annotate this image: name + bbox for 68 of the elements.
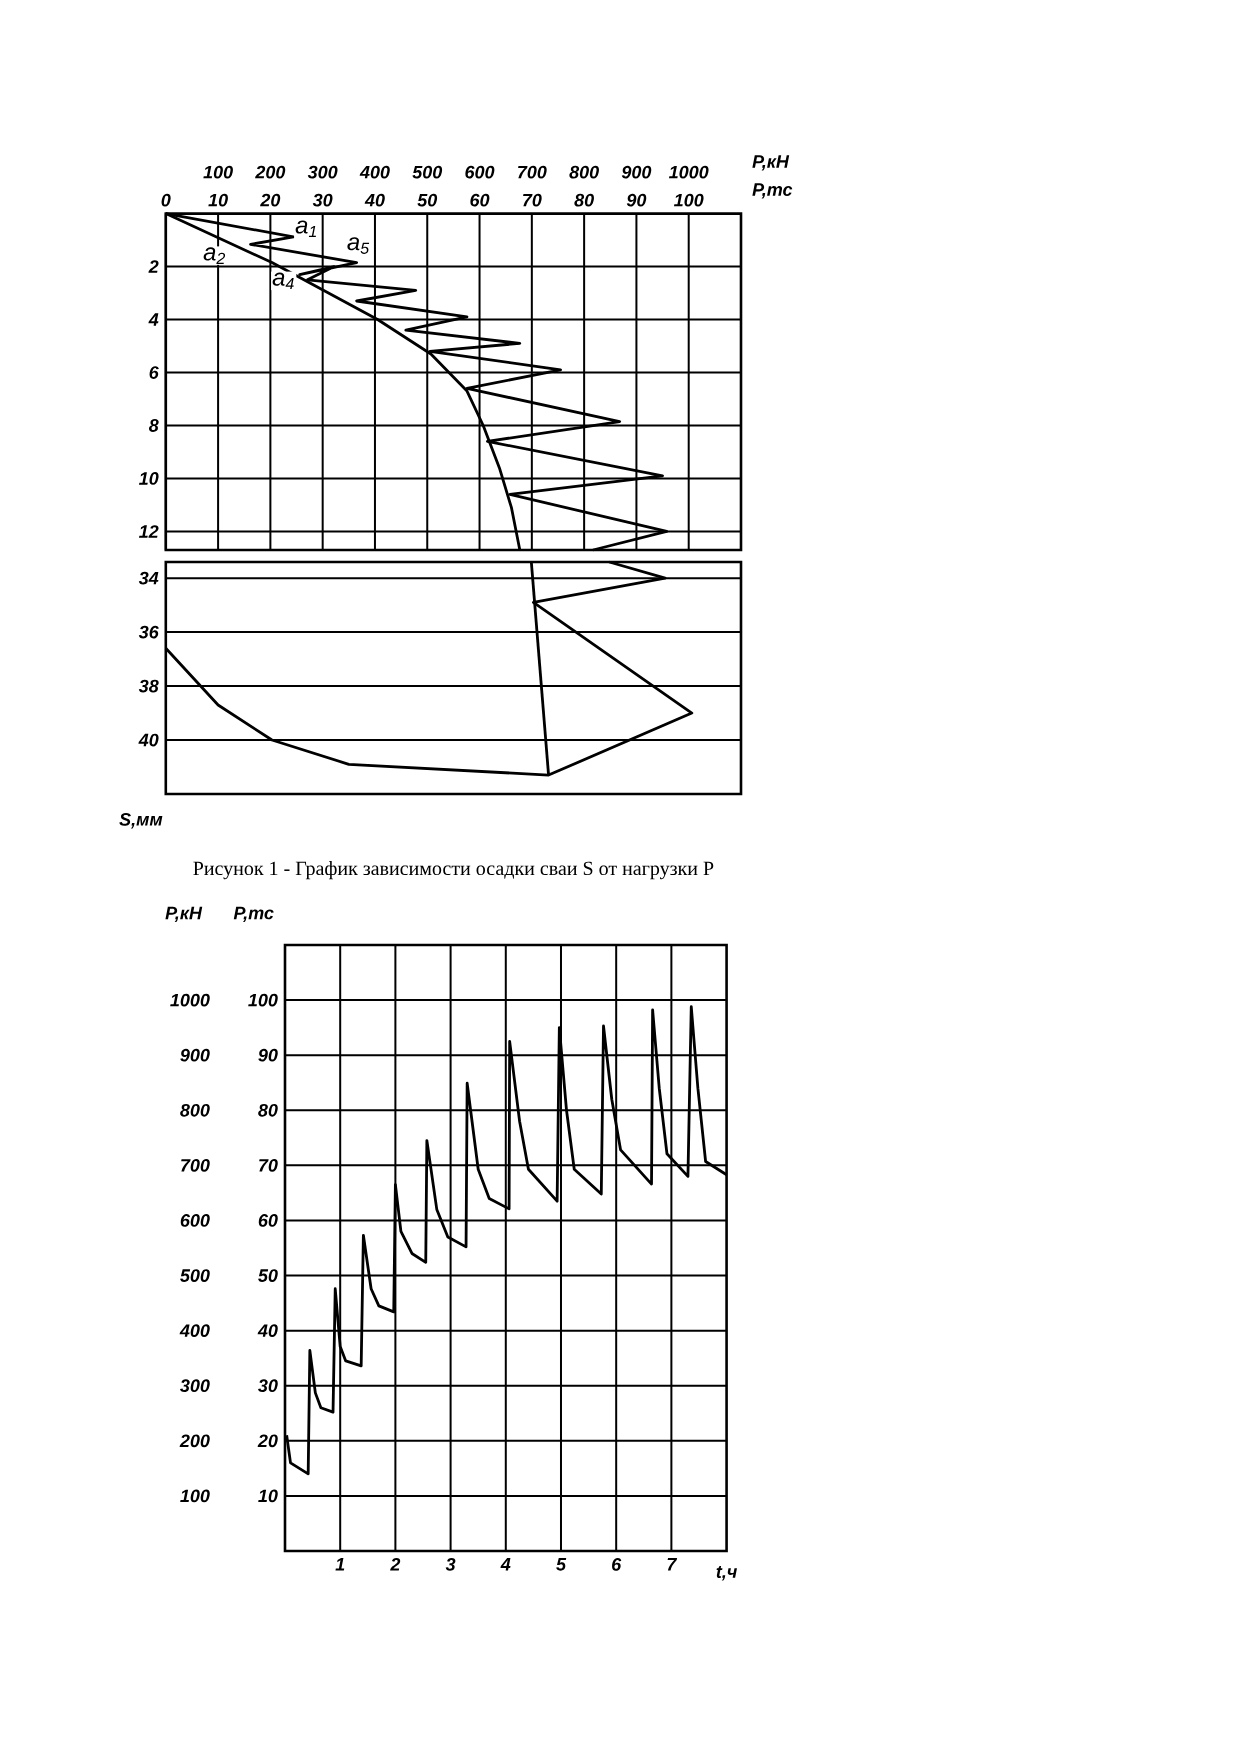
x2-tick-label: 700 xyxy=(518,165,547,179)
y2-tick-label: 300 xyxy=(180,1379,210,1393)
y2-tick-label: 200 xyxy=(179,1434,210,1448)
annotation: a$_{2}$ xyxy=(203,247,226,264)
x2-tick-label: 900 xyxy=(621,165,652,179)
y-tick-label: 2 xyxy=(148,260,159,273)
x2-axis-title: P,кН xyxy=(752,155,790,171)
text: Рисунок 1 - График зависимости осадки сваи S от нагрузки P xyxy=(193,861,714,880)
x-tick-label: 80 xyxy=(574,193,594,207)
x2-tick-label: 200 xyxy=(255,165,286,179)
y2-tick-label: 800 xyxy=(180,1103,210,1117)
x-tick-label: 7 xyxy=(667,1558,678,1571)
x2-tick-label: 400 xyxy=(359,165,390,179)
y-tick-label: 50 xyxy=(258,1269,278,1282)
x2-tick-label: 300 xyxy=(307,165,338,179)
y2-tick-label: 400 xyxy=(179,1324,210,1338)
x2-tick-label: 100 xyxy=(203,165,233,179)
y2-tick-label: 900 xyxy=(180,1048,210,1062)
x-axis-title: P,тс xyxy=(752,183,793,199)
y2-tick-label: 600 xyxy=(180,1214,210,1227)
x-tick-label: 2 xyxy=(390,1558,401,1571)
y-tick-label: 38 xyxy=(138,679,159,693)
y-tick-label: 12 xyxy=(139,525,159,538)
x2-tick-label: 800 xyxy=(569,165,599,179)
x-tick-label: 0 xyxy=(161,193,171,207)
y-tick-label: 60 xyxy=(258,1214,278,1227)
x-tick-label: 5 xyxy=(556,1558,567,1571)
x-axis-title: t,ч xyxy=(716,1566,737,1581)
x-tick-label: 90 xyxy=(626,193,647,207)
x-tick-label: 70 xyxy=(523,193,542,207)
y-tick-label: 40 xyxy=(138,733,159,747)
y2-tick-label: 700 xyxy=(181,1158,210,1172)
x-tick-label: 100 xyxy=(673,193,704,207)
y-tick-label: 20 xyxy=(257,1434,278,1448)
y2-tick-label: 100 xyxy=(180,1489,210,1503)
y-tick-label: 30 xyxy=(258,1379,278,1393)
x2-tick-label: 500 xyxy=(412,165,443,179)
y-axis-title: S,мм xyxy=(119,813,163,829)
x2-tick-label: 1000 xyxy=(668,165,709,179)
x-tick-label: 4 xyxy=(500,1558,511,1571)
annotation: a$_{5}$ xyxy=(347,237,370,254)
x-tick-label: 3 xyxy=(445,1558,456,1571)
x-tick-label: 60 xyxy=(470,193,490,207)
y-tick-label: 80 xyxy=(258,1103,278,1117)
y-tick-label: 40 xyxy=(257,1324,278,1338)
y-axis-title: P,тс xyxy=(233,906,274,922)
y-tick-label: 100 xyxy=(248,993,278,1007)
y-tick-label: 36 xyxy=(138,625,159,639)
x-tick-label: 6 xyxy=(612,1558,622,1571)
y-tick-label: 34 xyxy=(138,571,159,585)
y-tick-label: 4 xyxy=(148,313,159,326)
x2-tick-label: 600 xyxy=(465,165,495,179)
x-tick-label: 1 xyxy=(335,1558,345,1571)
x-tick-label: 50 xyxy=(417,193,438,207)
annotation: a$_{1}$ xyxy=(295,220,317,237)
y-tick-label: 90 xyxy=(258,1048,278,1062)
x-tick-label: 30 xyxy=(312,193,333,207)
x-tick-label: 10 xyxy=(208,193,228,207)
y-tick-label: 10 xyxy=(258,1489,278,1503)
y-tick-label: 6 xyxy=(149,366,159,379)
y-tick-label: 8 xyxy=(148,419,159,432)
y2-tick-label: 500 xyxy=(180,1269,210,1282)
y-tick-label: 70 xyxy=(259,1158,278,1172)
annotation: a$_{4}$ xyxy=(272,272,294,290)
x-tick-label: 40 xyxy=(364,193,385,207)
y2-tick-label: 1000 xyxy=(170,993,210,1007)
y-tick-label: 10 xyxy=(139,472,159,485)
y2-axis-title: P,кН xyxy=(165,906,203,922)
